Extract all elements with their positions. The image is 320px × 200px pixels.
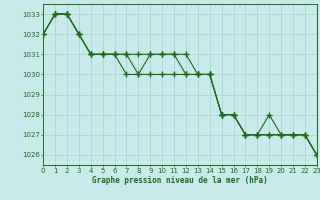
X-axis label: Graphe pression niveau de la mer (hPa): Graphe pression niveau de la mer (hPa) [92, 176, 268, 185]
